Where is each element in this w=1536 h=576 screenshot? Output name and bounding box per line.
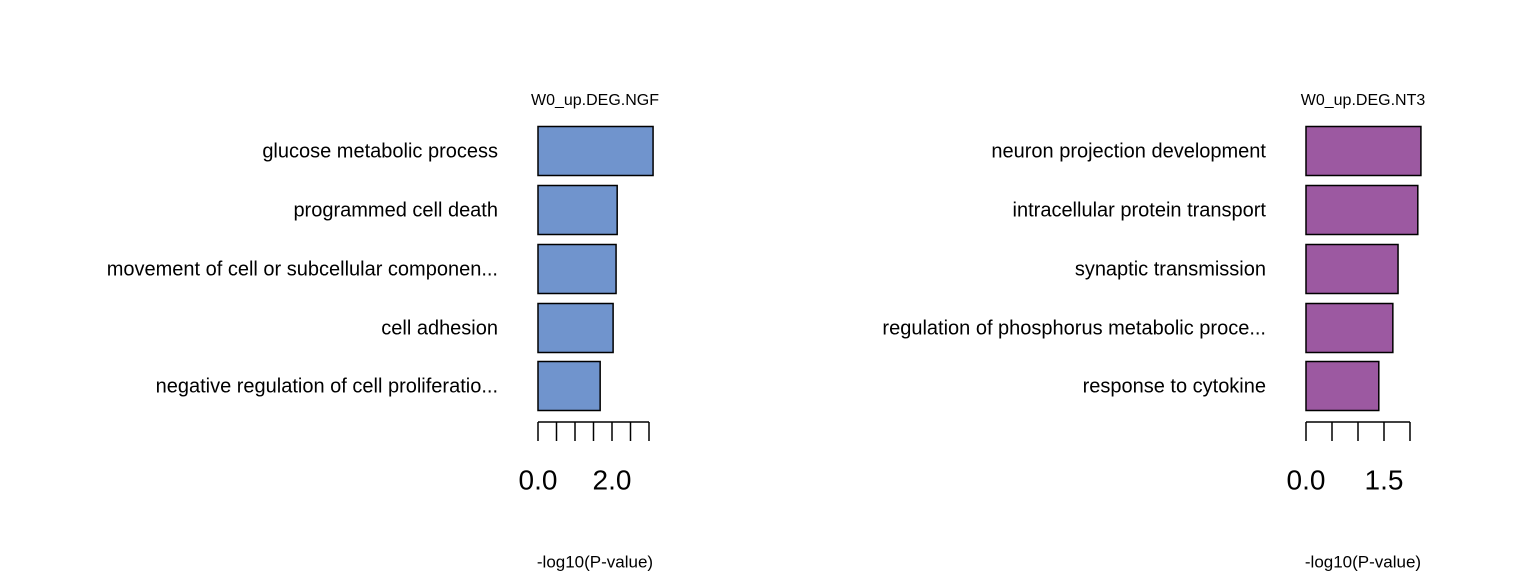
category-label: glucose metabolic process: [262, 140, 498, 162]
chart-title: W0_up.DEG.NT3: [1301, 92, 1426, 109]
x-tick-label: 0.0: [1287, 464, 1326, 495]
category-label: cell adhesion: [381, 317, 498, 339]
bar: [537, 184, 618, 236]
category-label: regulation of phosphorus metabolic proce…: [882, 317, 1266, 339]
bar: [537, 302, 614, 354]
x-tick-label: 0.0: [519, 464, 558, 495]
bar: [1305, 125, 1422, 177]
x-axis-label: -log10(P-value): [537, 552, 653, 571]
bar: [537, 243, 617, 295]
category-label: synaptic transmission: [1075, 258, 1266, 280]
bar: [1305, 360, 1380, 412]
category-label: negative regulation of cell proliferatio…: [156, 375, 498, 397]
category-label: response to cytokine: [1083, 375, 1266, 397]
category-label: programmed cell death: [293, 199, 498, 221]
bar: [537, 360, 601, 412]
chart-title: W0_up.DEG.NGF: [531, 92, 659, 109]
bar: [1305, 243, 1399, 295]
category-label: neuron projection development: [991, 140, 1266, 162]
bar: [1305, 302, 1394, 354]
category-label: movement of cell or subcellular componen…: [107, 258, 498, 280]
x-tick-label: 1.5: [1365, 464, 1404, 495]
category-label: intracellular protein transport: [1013, 199, 1267, 221]
bar: [1305, 184, 1419, 236]
x-tick-label: 2.0: [593, 464, 632, 495]
x-axis-label: -log10(P-value): [1305, 552, 1421, 571]
bar: [537, 125, 654, 177]
